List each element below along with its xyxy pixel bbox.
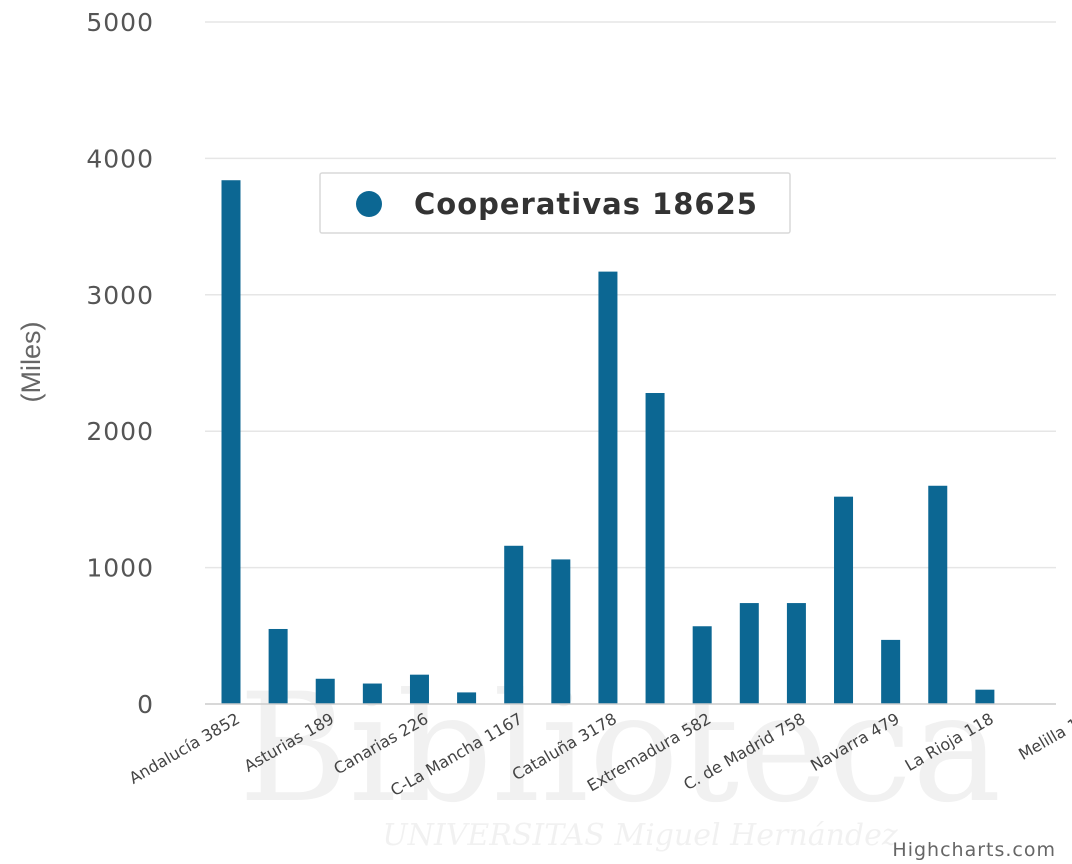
y-tick-label: 0 <box>137 690 154 719</box>
y-tick-label: 1000 <box>86 554 154 583</box>
legend-item-label[interactable]: Cooperativas 18625 <box>414 187 758 221</box>
bar[interactable] <box>268 628 288 704</box>
bar[interactable] <box>551 559 571 704</box>
bar[interactable] <box>315 678 335 704</box>
grid <box>205 21 1056 569</box>
bar[interactable] <box>221 180 241 704</box>
bar[interactable] <box>645 393 665 704</box>
legend-marker-icon <box>356 191 382 217</box>
bar[interactable] <box>598 271 618 704</box>
bars <box>221 180 995 704</box>
x-tick-label: Andalucía 3852 <box>126 709 243 788</box>
watermark-sub: UNIVERSITAS Miguel Hernández <box>382 818 898 853</box>
legend[interactable]: Cooperativas 18625 <box>319 172 791 234</box>
bar[interactable] <box>692 626 712 704</box>
y-axis-ticks: 0 1000 2000 3000 4000 5000 <box>86 8 154 719</box>
bar[interactable] <box>881 639 901 704</box>
watermark: Biblioteca UNIVERSITAS Miguel Hernández <box>239 662 1002 853</box>
y-tick-label: 3000 <box>86 281 154 310</box>
x-tick-label: Melilla 14 <box>1015 709 1072 764</box>
y-axis-label: (Miles) <box>16 322 46 403</box>
bar[interactable] <box>739 603 759 704</box>
bar[interactable] <box>362 683 382 704</box>
bar[interactable] <box>786 603 806 704</box>
bar[interactable] <box>928 485 948 704</box>
y-tick-label: 2000 <box>86 417 154 446</box>
bar[interactable] <box>457 692 477 704</box>
bar[interactable] <box>834 496 854 704</box>
credits[interactable]: Highcharts.com <box>892 839 1056 861</box>
bar[interactable] <box>409 674 429 704</box>
legend-box <box>319 172 791 234</box>
y-tick-label: 5000 <box>86 8 154 37</box>
y-tick-label: 4000 <box>86 144 154 173</box>
bar[interactable] <box>975 689 995 704</box>
bar[interactable] <box>504 545 524 704</box>
